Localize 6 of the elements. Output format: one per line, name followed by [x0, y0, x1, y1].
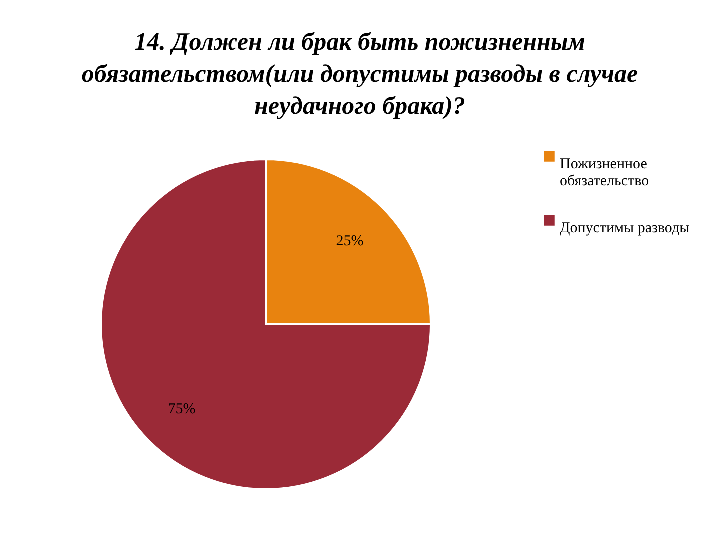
chart-title: 14. Должен ли брак быть пожизненным обязательством(или допустимы разводы в случае неудачного брака)?: [82, 29, 638, 120]
legend-label: Пожизненное обязательство: [560, 156, 650, 190]
data-label: 25%: [336, 233, 364, 250]
legend-label: Допустимы разводы: [560, 220, 690, 236]
pie-slice: [100, 158, 432, 490]
data-label: 75%: [168, 402, 196, 418]
